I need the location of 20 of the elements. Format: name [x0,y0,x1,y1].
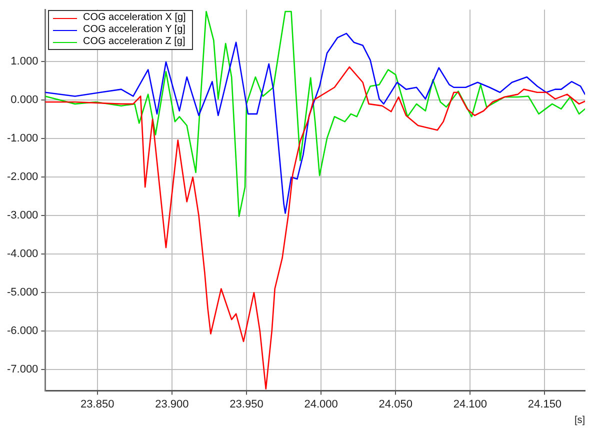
y-tick-label: 1.000 [10,56,38,68]
legend-label: COG acceleration Z [g] [83,36,186,48]
y-tick-label: -7.000 [6,364,38,376]
y-tick-label: 0.000 [10,94,38,106]
x-tick-label: 24.100 [453,398,488,410]
y-tick-label: -3.000 [6,210,38,222]
x-tick-label: 24.050 [378,398,412,410]
y-tick-label: -5.000 [6,286,38,299]
x-tick-label: 23.950 [230,398,264,410]
x-tick-label: 24.150 [528,398,562,410]
y-tick-label: -2.000 [6,171,38,184]
legend-label: COG acceleration Y [g] [83,24,186,36]
y-tick-label: -6.000 [6,325,38,338]
legend-label: COG acceleration X [g] [83,12,186,24]
x-tick-label: 23.900 [155,398,189,410]
x-tick-label: 23.850 [80,398,114,410]
x-axis-title: [s] [574,414,586,426]
y-tick-label: -4.000 [6,248,38,260]
y-tick-label: -1.000 [6,132,38,145]
x-tick-label: 24.000 [304,398,338,410]
